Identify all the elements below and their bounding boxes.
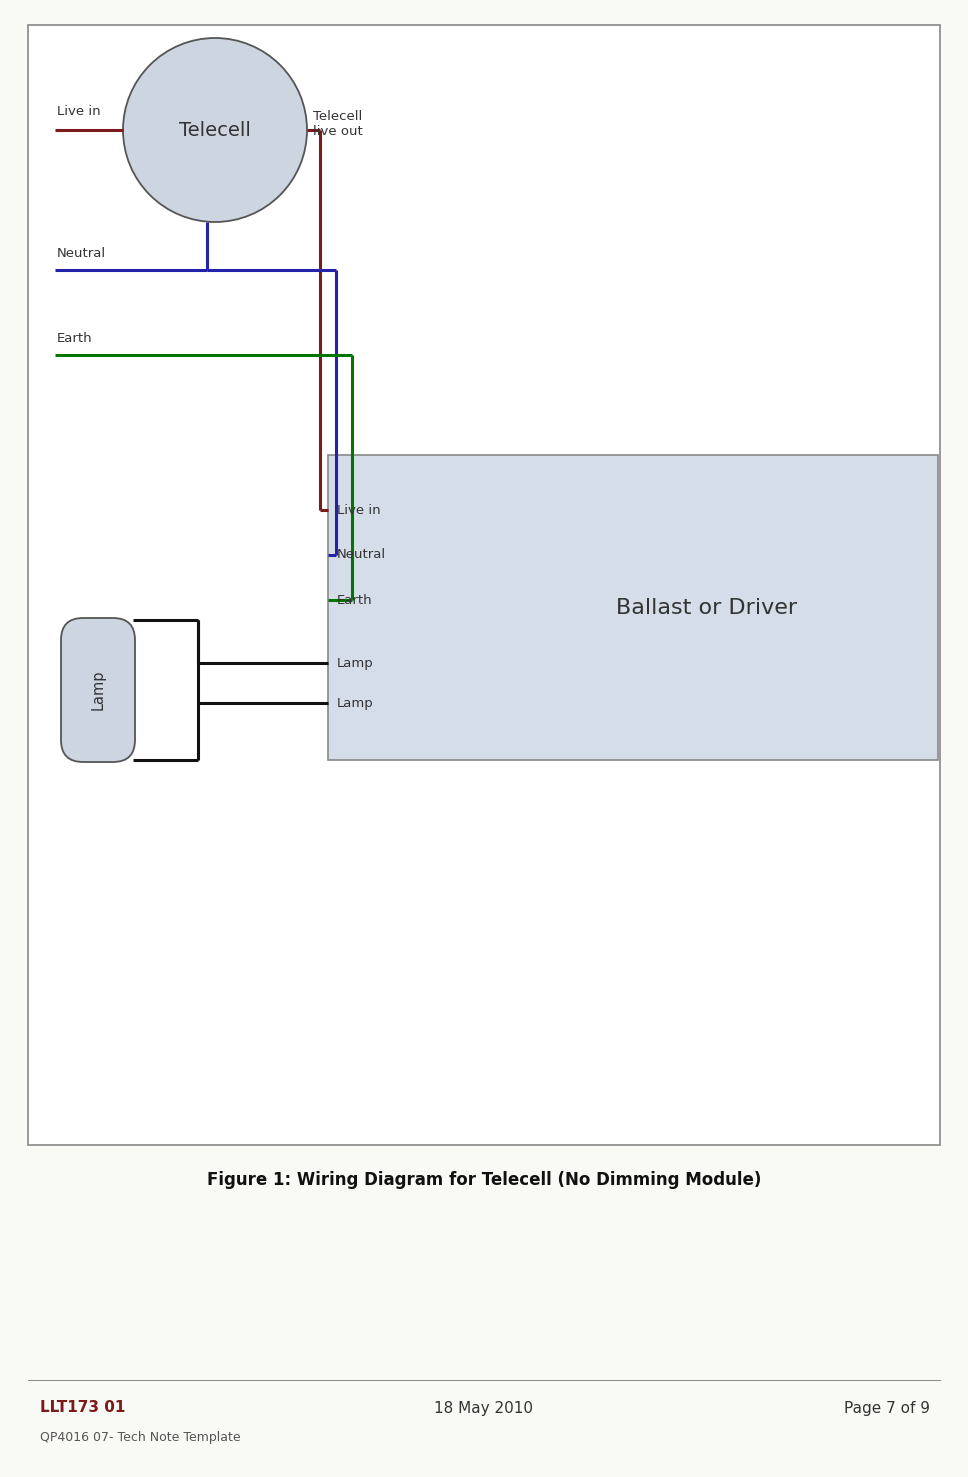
Text: Figure 1: Wiring Diagram for Telecell (No Dimming Module): Figure 1: Wiring Diagram for Telecell (N… [207,1171,761,1189]
Text: LLT173 01: LLT173 01 [40,1400,126,1415]
Text: Lamp: Lamp [90,669,106,710]
FancyBboxPatch shape [28,25,940,1145]
Text: Neutral: Neutral [57,247,106,260]
Text: Neutral: Neutral [337,548,386,561]
Text: Lamp: Lamp [337,697,374,709]
Text: QP4016 07- Tech Note Template: QP4016 07- Tech Note Template [40,1431,241,1445]
Text: Earth: Earth [57,332,93,346]
FancyBboxPatch shape [61,617,135,762]
Text: Telecell
live out: Telecell live out [313,109,363,137]
Text: Page 7 of 9: Page 7 of 9 [844,1400,930,1415]
Text: Ballast or Driver: Ballast or Driver [616,598,797,617]
Text: Telecell: Telecell [179,121,251,139]
Text: Earth: Earth [337,594,373,607]
Text: 18 May 2010: 18 May 2010 [435,1400,533,1415]
FancyBboxPatch shape [328,455,938,761]
Text: Lamp: Lamp [337,656,374,669]
Text: Live in: Live in [57,105,101,118]
Circle shape [123,38,307,222]
Text: Live in: Live in [337,504,380,517]
